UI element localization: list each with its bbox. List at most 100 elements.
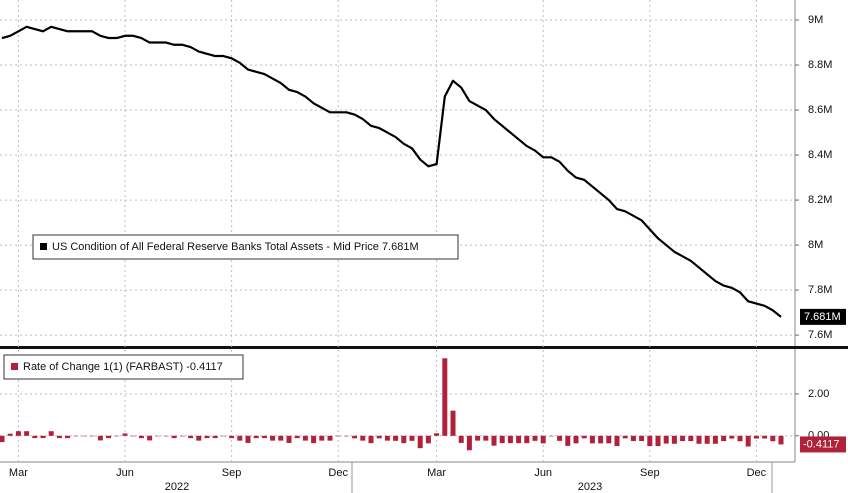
bar xyxy=(212,435,218,439)
bar xyxy=(581,435,587,439)
bar xyxy=(188,435,194,439)
bar xyxy=(376,435,382,439)
x-tick-label: Jun xyxy=(116,467,134,479)
bar xyxy=(680,435,686,442)
bar xyxy=(425,435,431,444)
bar xyxy=(335,435,341,437)
bar xyxy=(442,358,448,436)
bar xyxy=(598,435,604,444)
x-tick-label: Mar xyxy=(427,467,446,479)
bar xyxy=(155,435,161,437)
bar xyxy=(704,435,710,444)
legend-swatch xyxy=(11,363,18,370)
bar xyxy=(97,435,103,441)
bar xyxy=(122,433,128,436)
y-tick-label: 7.6M xyxy=(808,329,832,341)
bar xyxy=(450,410,456,436)
bar xyxy=(655,435,661,447)
bar xyxy=(524,435,530,444)
bar xyxy=(138,435,144,439)
bar xyxy=(393,435,399,441)
bar xyxy=(770,435,776,442)
bar xyxy=(778,435,784,445)
bar xyxy=(622,435,628,439)
last-value-badge xyxy=(800,308,846,325)
bar xyxy=(286,435,292,443)
bar xyxy=(327,435,333,441)
x-tick-label: Jun xyxy=(534,467,552,479)
bar xyxy=(630,435,636,442)
bar xyxy=(712,435,718,444)
legend-box xyxy=(3,354,244,380)
bar xyxy=(434,433,440,436)
bar xyxy=(343,435,349,437)
bar xyxy=(32,435,38,439)
bar xyxy=(171,435,177,439)
bar xyxy=(278,435,284,441)
y-tick-label: 7.8M xyxy=(808,284,832,296)
year-label: 2023 xyxy=(578,481,602,493)
bar xyxy=(7,433,13,436)
bar xyxy=(573,435,579,444)
bar xyxy=(671,435,677,444)
bar xyxy=(606,435,612,444)
bar xyxy=(294,435,300,439)
bar xyxy=(499,435,505,444)
last-value-badge xyxy=(800,436,846,453)
bar xyxy=(352,435,358,439)
bar xyxy=(0,435,5,443)
bar xyxy=(647,435,653,447)
bar xyxy=(229,435,235,439)
bar xyxy=(737,435,743,442)
bar xyxy=(270,435,276,441)
bar xyxy=(48,431,54,436)
bar xyxy=(458,435,464,443)
bar xyxy=(24,431,30,436)
bar xyxy=(491,435,497,446)
bar xyxy=(762,435,768,439)
bar xyxy=(65,435,71,439)
bar xyxy=(548,435,554,437)
bar xyxy=(745,435,751,447)
x-tick-label: Sep xyxy=(222,467,242,479)
bar xyxy=(220,435,226,437)
line-series xyxy=(1,25,782,318)
y-tick-label: 8.8M xyxy=(808,59,832,71)
bar xyxy=(245,435,251,443)
legend-label: Rate of Change 1(1) (FARBAST) -0.4117 xyxy=(23,361,223,373)
bar xyxy=(721,435,727,442)
bar xyxy=(15,431,21,436)
bar xyxy=(466,435,472,451)
x-tick-label: Dec xyxy=(328,467,348,479)
bar xyxy=(368,435,374,444)
bar xyxy=(319,435,325,441)
bar xyxy=(663,435,669,444)
bar xyxy=(753,435,759,439)
bar xyxy=(163,435,169,437)
bar xyxy=(106,435,112,439)
year-label: 2022 xyxy=(165,481,189,493)
y-tick-label: 9M xyxy=(808,14,823,26)
bar xyxy=(89,435,95,437)
y-tick-label: 8.2M xyxy=(808,194,832,206)
marks xyxy=(0,25,784,451)
grid xyxy=(0,0,795,462)
bar xyxy=(261,435,267,439)
bar xyxy=(196,435,202,441)
bar xyxy=(56,435,62,439)
last-value-label: 7.681M xyxy=(804,311,841,323)
bar xyxy=(130,435,136,437)
y-tick-label: 8M xyxy=(808,239,823,251)
x-tick-label: Sep xyxy=(640,467,660,479)
bar xyxy=(204,435,210,439)
y-tick-label: 8.6M xyxy=(808,104,832,116)
bar xyxy=(409,435,415,441)
bar xyxy=(614,435,620,447)
bar xyxy=(114,435,120,437)
bar xyxy=(311,435,317,444)
bar xyxy=(589,435,595,444)
panel-divider xyxy=(0,346,848,349)
bar xyxy=(557,435,563,441)
last-value-label: -0.4117 xyxy=(803,438,840,450)
